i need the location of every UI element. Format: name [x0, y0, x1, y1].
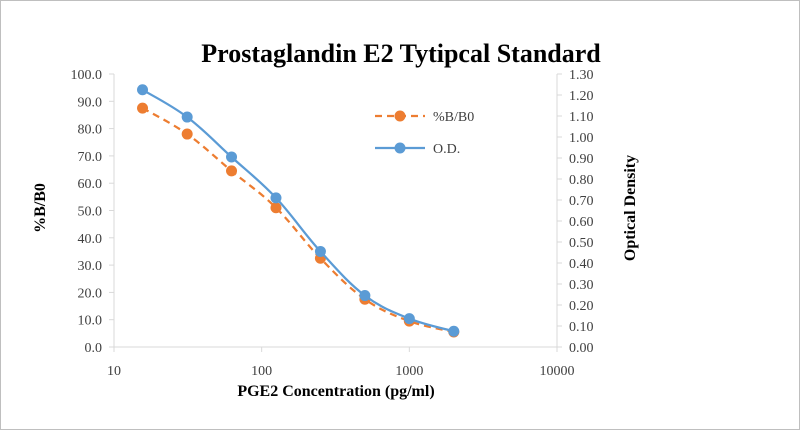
- series-line-od: [141, 88, 455, 333]
- legend-label-od: O.D.: [433, 142, 460, 157]
- y2-tick-label: 1.30: [569, 68, 594, 83]
- data-point-od: [270, 192, 282, 204]
- data-point-b-b0: [226, 165, 238, 177]
- data-point-od: [314, 245, 326, 257]
- data-point-od: [137, 84, 149, 96]
- y-tick-label: 100.0: [71, 68, 103, 83]
- y2-tick-label: 0.90: [569, 152, 594, 167]
- data-point-od: [448, 325, 460, 337]
- y2-tick-label: 0.80: [569, 173, 594, 188]
- x-tick-label: 10000: [540, 364, 575, 379]
- y2-tick-label: 0.60: [569, 215, 594, 230]
- x-tick-label: 100: [251, 364, 272, 379]
- y2-tick-label: 0.50: [569, 236, 594, 251]
- y2-tick-label: 1.00: [569, 131, 594, 146]
- legend-marker-od: [394, 142, 406, 154]
- y-axis-title: %B/B0: [32, 183, 49, 233]
- y2-tick-label: 0.70: [569, 194, 594, 209]
- chart-title: Prostaglandin E2 Tytipcal Standard: [201, 39, 601, 68]
- legend-label-b-b0: %B/B0: [433, 110, 474, 125]
- y2-tick-label: 0.40: [569, 257, 594, 272]
- legend: %B/B0 O.D.: [375, 110, 474, 157]
- y2-axis-title: Optical Density: [622, 155, 639, 261]
- data-point-od: [359, 290, 371, 302]
- y-tick-label: 40.0: [78, 232, 103, 247]
- y2-tick-label: 0.20: [569, 299, 594, 314]
- data-point-od: [403, 313, 415, 325]
- series-line-b-b0: [141, 107, 455, 334]
- y2-tick-label: 0.00: [569, 341, 594, 356]
- x-tick-label: 10: [107, 364, 121, 379]
- axes: 0.0 10.0 20.0 30.0 40.0 50.0 60.0 70.0 80.0 90.0 1…: [71, 68, 594, 379]
- data-point-b-b0: [270, 202, 282, 214]
- y-tick-label: 80.0: [78, 123, 103, 138]
- legend-marker-b-b0: [394, 110, 406, 122]
- y-tick-label: 60.0: [78, 177, 103, 192]
- y-tick-label: 0.0: [85, 341, 103, 356]
- y-tick-label: 20.0: [78, 286, 103, 301]
- y-tick-label: 50.0: [78, 205, 103, 220]
- y-tick-label: 70.0: [78, 150, 103, 165]
- data-point-b-b0: [137, 102, 149, 114]
- y-tick-label: 30.0: [78, 259, 103, 274]
- y-tick-label: 10.0: [78, 314, 103, 329]
- y2-tick-label: 1.10: [569, 110, 594, 125]
- data-point-b-b0: [181, 128, 193, 140]
- y2-tick-label: 0.10: [569, 320, 594, 335]
- y2-tick-label: 1.20: [569, 89, 594, 104]
- data-point-od: [226, 151, 238, 163]
- x-axis-title: PGE2 Concentration (pg/ml): [237, 383, 434, 400]
- series-layer: [137, 84, 460, 338]
- y-tick-label: 90.0: [78, 95, 103, 110]
- y2-tick-label: 0.30: [569, 278, 594, 293]
- data-point-od: [181, 111, 193, 123]
- x-tick-label: 1000: [395, 364, 423, 379]
